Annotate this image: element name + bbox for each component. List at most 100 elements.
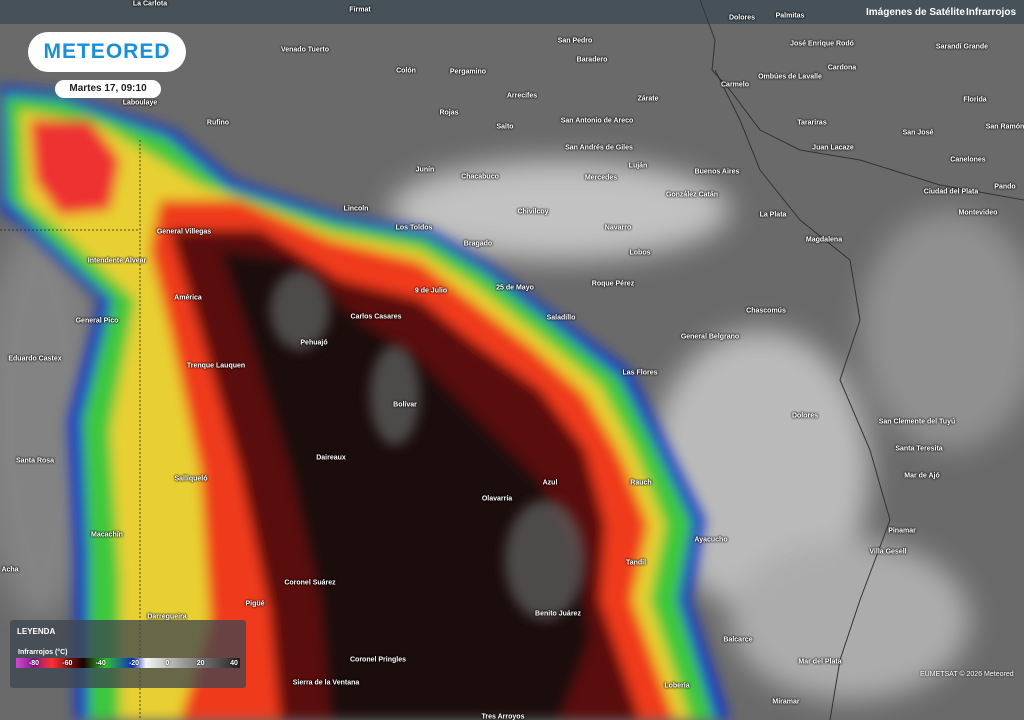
place-label: Mercedes: [584, 174, 618, 182]
place-label: Arrecifes: [506, 92, 538, 100]
place-label: Intendente Alvear: [87, 257, 147, 265]
place-label: José Enrique Rodó: [790, 40, 854, 48]
place-label: Carmelo: [720, 81, 750, 89]
place-label: Pehuajó: [300, 339, 328, 347]
place-label: Firmat: [349, 6, 371, 14]
place-label: Chascomús: [746, 307, 786, 315]
place-label: Cardona: [827, 64, 857, 72]
logo[interactable]: METEORED: [28, 32, 186, 72]
timestamp: Martes 17, 09:10: [55, 80, 161, 98]
place-label: San Andrés de Giles: [565, 144, 633, 152]
color-scale: [16, 658, 240, 668]
place-label: Benito Juárez: [535, 610, 581, 618]
place-label: Dolores: [791, 412, 819, 420]
place-label: Santa Rosa: [15, 457, 55, 465]
place-label: Lobería: [664, 682, 690, 690]
place-label: Trenque Lauquen: [186, 362, 246, 370]
place-label: Ombúes de Lavalle: [758, 73, 822, 81]
credit: EUMETSAT © 2026 Meteored: [920, 671, 1014, 678]
place-label: Miramar: [772, 698, 800, 706]
place-label: Zárate: [637, 95, 659, 103]
place-label: Juan Lacaze: [812, 144, 854, 152]
legend-tick: -40: [95, 660, 106, 667]
place-label: Roque Pérez: [591, 280, 635, 288]
legend-tick: -80: [28, 660, 40, 667]
place-label: Saladillo: [546, 314, 576, 322]
place-label: Coronel Pringles: [349, 656, 407, 664]
place-label: Villa Gesell: [869, 548, 907, 556]
place-label: Florida: [963, 96, 987, 104]
place-label: Rufino: [206, 119, 230, 127]
place-label: Magdalena: [805, 236, 843, 244]
place-label: Carlos Casares: [350, 313, 402, 321]
place-label: Rojas: [439, 109, 459, 117]
place-label: Chacabuco: [461, 173, 499, 181]
place-label: 25 de Mayo: [496, 284, 534, 292]
legend-tick: 20: [196, 660, 205, 667]
place-label: Tandil: [625, 559, 647, 567]
place-label: Mar de Ajó: [904, 472, 940, 480]
place-label: Sarandí Grande: [935, 43, 989, 51]
place-label: Acha: [1, 566, 19, 574]
place-label: Canelones: [950, 156, 986, 164]
place-label: Laboulaye: [122, 99, 158, 107]
legend-tick: 40: [230, 660, 238, 667]
place-label: Pinamar: [888, 527, 916, 535]
place-label: Navarro: [604, 224, 632, 232]
place-label: Baradero: [576, 56, 608, 64]
place-label: General Belgrano: [680, 333, 740, 341]
place-label: Venado Tuerto: [280, 46, 330, 54]
place-label: General Villegas: [156, 228, 212, 236]
place-label: Daireaux: [316, 454, 346, 462]
place-label: San José: [902, 129, 934, 137]
place-label: Coronel Suárez: [284, 579, 336, 587]
place-label: Pergamino: [449, 68, 487, 76]
place-label: Balcarce: [723, 636, 753, 644]
place-label: Ayacucho: [694, 536, 728, 544]
place-label: Salto: [496, 123, 514, 131]
place-label: Azul: [542, 479, 558, 487]
place-label: Dolores: [728, 14, 756, 22]
place-label: Rauch: [630, 479, 652, 487]
layer-link[interactable]: Infrarrojos: [966, 7, 1017, 18]
place-label: San Pedro: [557, 37, 593, 45]
place-label: Buenos Aires: [694, 168, 740, 176]
place-label: Bolívar: [393, 401, 417, 409]
place-label: Pando: [994, 183, 1016, 191]
place-label: Palmitas: [775, 12, 805, 20]
place-label: Sierra de la Ventana: [292, 679, 360, 687]
place-label: Olavarría: [481, 495, 513, 503]
place-label: Mar del Plata: [798, 658, 842, 666]
place-label: Salliqueló: [174, 475, 208, 483]
legend: LEYENDA Infrarrojos (°C) -80 -60 -40 -20 0 20…: [10, 620, 246, 688]
top-bar: [0, 0, 1024, 24]
place-label: San Antonio de Areco: [560, 117, 634, 125]
legend-tick: -60: [62, 660, 73, 667]
legend-tick: 0: [165, 660, 170, 667]
place-label: Los Toldos: [395, 224, 433, 232]
place-label: San Clemente del Tuyú: [878, 418, 956, 426]
place-label: González Catán: [665, 191, 719, 199]
place-label: Santa Teresita: [895, 445, 943, 453]
place-label: La Plata: [759, 211, 787, 219]
place-label: Darregueira: [147, 613, 187, 621]
place-label: América: [174, 294, 202, 302]
place-label: Eduardo Castex: [8, 355, 62, 363]
place-label: Lincoln: [343, 205, 369, 213]
place-label: Montevideo: [958, 209, 998, 217]
place-label: Tarariras: [797, 119, 827, 127]
place-label: Luján: [628, 162, 648, 170]
place-label: La Carlota: [132, 0, 168, 8]
place-label: Ciudad del Plata: [923, 188, 979, 196]
place-label: Bragado: [463, 240, 493, 248]
place-label: Chivilcoy: [517, 208, 549, 216]
legend-tick: -20: [128, 660, 140, 667]
legend-subtitle: Infrarrojos (°C): [18, 649, 68, 656]
place-label: Las Flores: [622, 369, 658, 377]
place-label: Pigüé: [245, 600, 265, 608]
place-label: Lobos: [629, 249, 651, 257]
place-label: 9 de Julio: [414, 287, 448, 295]
section-link[interactable]: Imágenes de Satélite: [866, 7, 965, 18]
